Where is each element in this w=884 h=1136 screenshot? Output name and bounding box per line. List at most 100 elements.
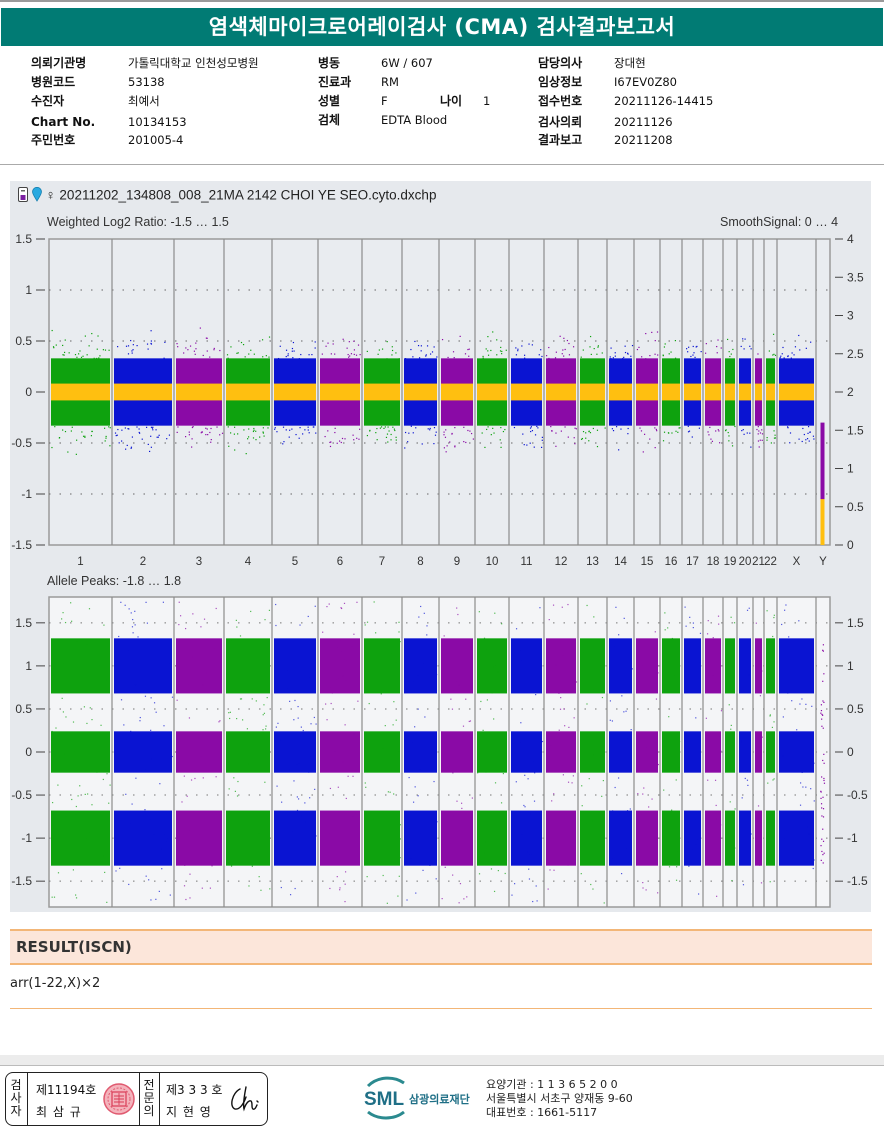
log2-point	[757, 353, 759, 355]
allele-point	[176, 699, 178, 701]
allele-peak-band	[51, 810, 110, 866]
log2-point	[366, 350, 368, 353]
allele-point	[129, 651, 131, 654]
log2-point	[757, 433, 759, 435]
log2-point	[209, 431, 211, 434]
allele-point	[444, 866, 446, 868]
y-tick-label: -1	[21, 487, 32, 501]
allele-point	[326, 719, 328, 721]
allele-point	[675, 779, 677, 781]
org-name: 삼광의료재단	[409, 1092, 470, 1106]
info-label: 병동	[318, 56, 341, 70]
allele-point	[268, 609, 271, 611]
allele-point	[129, 683, 132, 686]
allele-point	[344, 724, 346, 726]
log2-point	[668, 432, 670, 434]
allele-point	[572, 842, 574, 844]
allele-point	[83, 706, 86, 708]
log2-point	[433, 427, 436, 429]
log2-point	[688, 346, 690, 348]
allele-point	[96, 748, 99, 750]
allele-point	[337, 647, 339, 649]
log2-point	[334, 431, 336, 434]
log2-point	[265, 355, 267, 357]
allele-point	[309, 677, 311, 679]
log2-point	[554, 357, 557, 359]
log2-point	[627, 352, 629, 354]
allele-point	[218, 721, 220, 723]
allele-point	[733, 821, 735, 824]
allele-point	[145, 768, 147, 770]
allele-point	[511, 894, 513, 896]
log2-point	[125, 448, 127, 450]
log2-point	[453, 357, 455, 359]
log2-point	[759, 432, 762, 434]
log2-point	[308, 354, 310, 356]
log2-point	[654, 427, 656, 429]
log2-point	[152, 426, 154, 428]
allele-point	[643, 761, 645, 764]
allele-point	[106, 851, 109, 853]
log2-point	[120, 440, 123, 442]
log2-point	[502, 430, 505, 433]
log2-point	[715, 430, 717, 432]
allele-point	[466, 896, 468, 898]
allele-point	[812, 668, 814, 670]
allele-point	[435, 878, 437, 880]
log2-point	[614, 352, 616, 354]
chromosome-8-allele	[404, 605, 438, 901]
allele-point	[647, 846, 649, 848]
allele-point	[769, 881, 771, 883]
log2-point	[207, 434, 209, 436]
log2-point	[421, 443, 423, 445]
allele-point	[340, 607, 342, 609]
allele-point	[426, 625, 428, 627]
allele-point	[515, 628, 518, 630]
allele-point	[279, 739, 281, 741]
allele-point	[595, 835, 598, 837]
log2-point	[307, 429, 309, 431]
allele-peak-band	[511, 731, 542, 773]
log2-point	[307, 426, 309, 428]
log2-point	[678, 427, 680, 429]
log2-point	[787, 355, 789, 357]
log2-point	[291, 428, 293, 430]
allele-point	[810, 788, 812, 790]
allele-point	[459, 835, 461, 837]
allele-point	[239, 635, 242, 637]
log2-point	[252, 437, 255, 439]
info-label: 임상정보	[538, 75, 583, 89]
allele-point	[813, 800, 815, 802]
log2-point	[580, 438, 583, 440]
allele-point	[821, 850, 823, 853]
allele-point	[286, 687, 288, 689]
log2-point	[718, 430, 720, 432]
allele-point	[352, 816, 354, 818]
log2-point	[340, 441, 342, 444]
allele-point	[436, 821, 438, 823]
log2-point	[588, 430, 590, 432]
log2-point	[425, 354, 427, 356]
log2-point	[391, 354, 393, 356]
allele-point	[53, 642, 56, 644]
allele-point	[452, 874, 454, 876]
log2-point	[244, 356, 246, 358]
allele-point	[755, 622, 757, 624]
log2-point	[274, 427, 276, 429]
log2-point	[622, 357, 624, 360]
allele-point	[150, 729, 152, 731]
log2-point	[490, 349, 492, 352]
log2-point	[501, 353, 503, 355]
allele-point	[436, 673, 438, 676]
allele-point	[820, 859, 822, 861]
allele-point	[337, 786, 339, 788]
allele-point	[293, 719, 295, 721]
log2-point	[314, 347, 316, 349]
allele-point	[791, 700, 793, 702]
allele-point	[802, 731, 805, 733]
log2-point	[470, 432, 473, 435]
allele-point	[483, 637, 486, 639]
allele-point	[707, 779, 709, 781]
allele-point	[685, 625, 687, 627]
allele-point	[676, 866, 678, 868]
